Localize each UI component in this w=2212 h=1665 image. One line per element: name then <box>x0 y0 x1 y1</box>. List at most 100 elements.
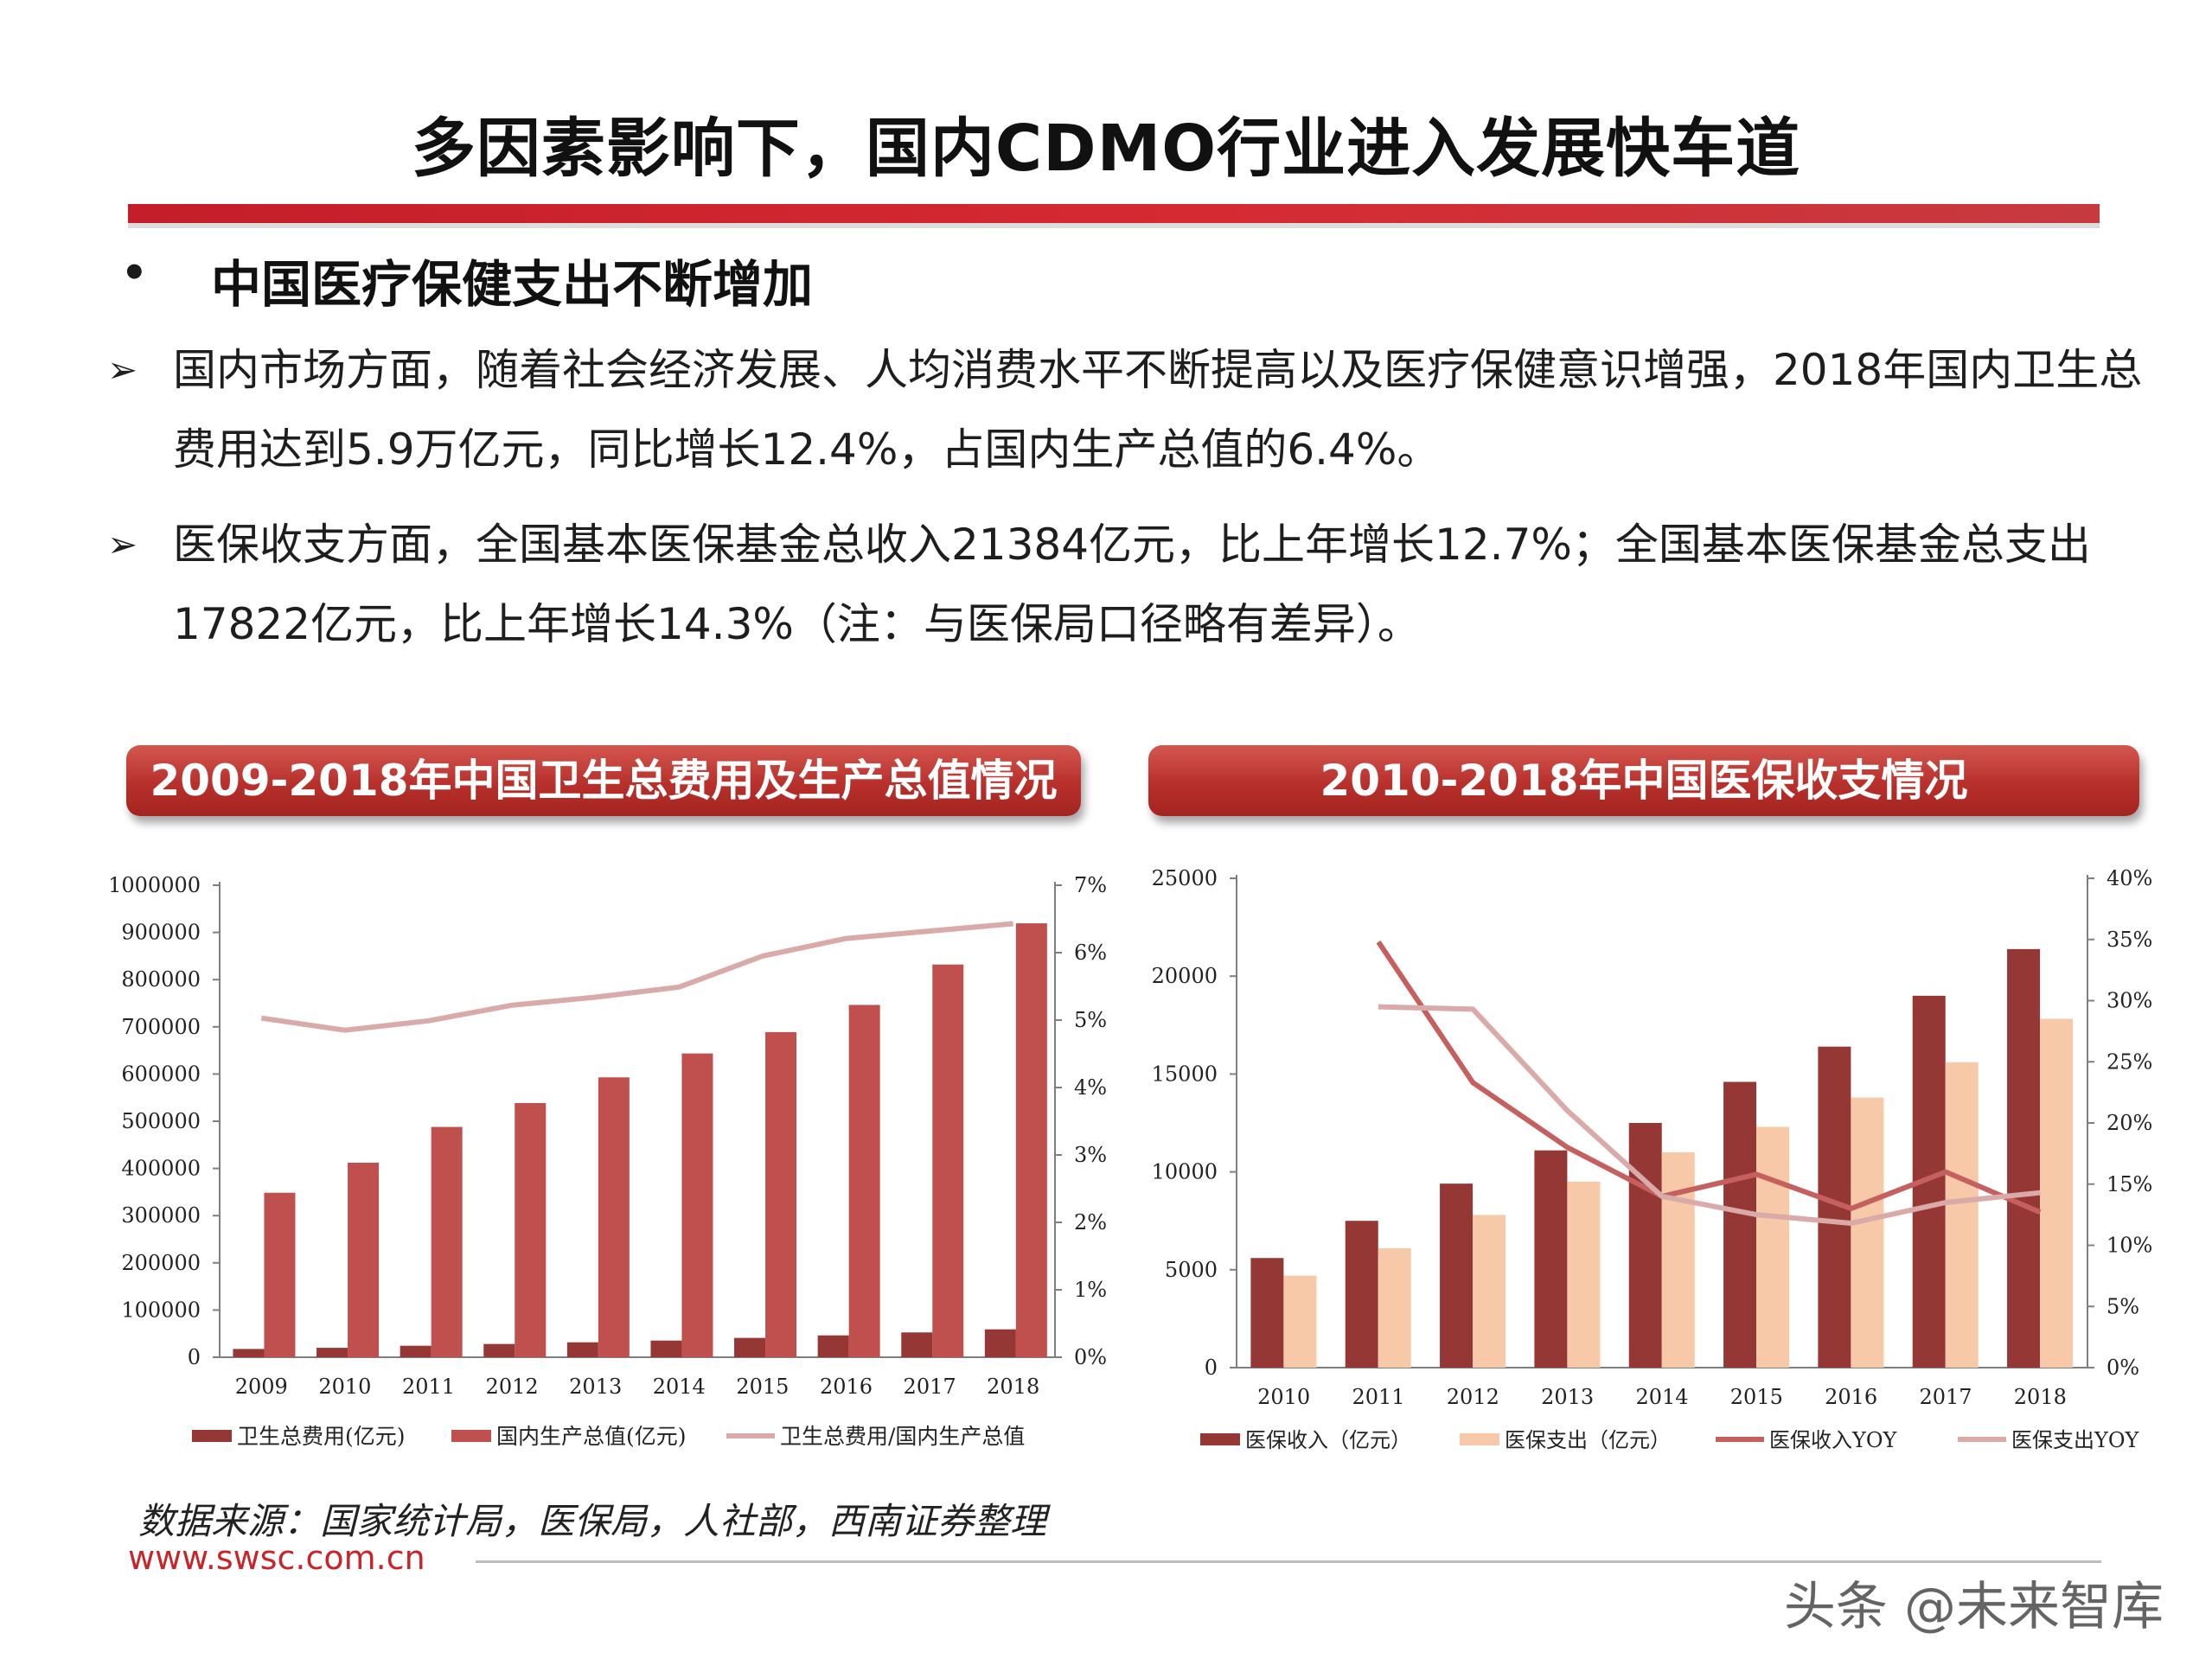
data-source-note: 数据来源：国家统计局，医保局，人社部，西南证券整理 <box>138 1500 1047 1542</box>
y2-tick-label: 5% <box>2107 1294 2139 1318</box>
bar <box>233 1349 265 1357</box>
y2-tick-label: 0% <box>1074 1345 1107 1369</box>
x-tick-label: 2010 <box>1257 1385 1310 1409</box>
bar <box>431 1126 463 1357</box>
paragraph-domestic-market: ➢ 国内市场方面，随着社会经济发展、人均消费水平不断提高以及医疗保健意识增强，2… <box>107 330 2142 494</box>
legend-label: 卫生总费用(亿元) <box>237 1424 406 1449</box>
x-tick-label: 2014 <box>1635 1385 1688 1409</box>
bar <box>1015 923 1047 1357</box>
x-tick-label: 2017 <box>1919 1385 1972 1409</box>
x-tick-label: 2017 <box>904 1375 956 1399</box>
y2-tick-label: 25% <box>2107 1049 2152 1074</box>
legend-label: 医保收入YOY <box>1769 1428 1898 1452</box>
paragraph-text: 国内市场方面，随着社会经济发展、人均消费水平不断提高以及医疗保健意识增强，201… <box>173 345 2143 475</box>
y-tick-label: 700000 <box>121 1015 201 1039</box>
y2-tick-label: 7% <box>1074 873 1107 897</box>
series-line <box>260 921 1013 1033</box>
bar <box>984 1329 1016 1357</box>
bar <box>1378 1247 1411 1368</box>
bar <box>1661 1151 1695 1368</box>
bar <box>598 1077 630 1357</box>
bar <box>650 1340 682 1357</box>
y-tick-label: 0 <box>188 1345 201 1369</box>
bar <box>1283 1275 1317 1368</box>
bar <box>1851 1097 1884 1368</box>
bar <box>1567 1181 1601 1368</box>
bar <box>400 1345 432 1357</box>
y-tick-label: 500000 <box>121 1109 201 1133</box>
series-line <box>1378 1004 2041 1226</box>
y-tick-label: 15000 <box>1152 1062 1218 1086</box>
y2-tick-label: 6% <box>1074 941 1107 965</box>
y-tick-label: 100000 <box>121 1298 201 1322</box>
x-tick-label: 2013 <box>569 1375 622 1399</box>
x-tick-label: 2014 <box>653 1375 706 1399</box>
x-tick-label: 2018 <box>2014 1385 2067 1409</box>
y2-tick-label: 30% <box>2107 989 2152 1013</box>
arrow-bullet-icon: ➢ <box>107 523 138 565</box>
y-tick-label: 5000 <box>1165 1258 1218 1282</box>
y2-tick-label: 10% <box>2107 1234 2152 1258</box>
series-line <box>1376 940 2042 1215</box>
bar <box>1756 1126 1790 1368</box>
x-tick-label: 2018 <box>987 1375 1039 1399</box>
y2-tick-label: 0% <box>2107 1356 2139 1380</box>
legend-swatch <box>192 1430 232 1442</box>
bar <box>348 1162 380 1357</box>
x-tick-label: 2013 <box>1541 1385 1594 1409</box>
y-tick-label: 300000 <box>121 1203 201 1228</box>
bar <box>1250 1258 1284 1368</box>
y-tick-label: 600000 <box>121 1062 201 1086</box>
website-link[interactable]: www.swsc.com.cn <box>128 1539 425 1577</box>
bar <box>1345 1221 1378 1368</box>
x-tick-label: 2010 <box>318 1375 371 1399</box>
x-tick-label: 2016 <box>820 1375 873 1399</box>
chart-title-health-expenditure: 2009-2018年中国卫生总费用及生产总值情况 <box>126 745 1081 816</box>
y-tick-label: 20000 <box>1152 964 1218 988</box>
section-subheading: 中国医疗保健支出不断增加 <box>211 255 814 314</box>
arrow-bullet-icon: ➢ <box>107 348 138 391</box>
legend-swatch <box>451 1430 491 1442</box>
y2-tick-label: 5% <box>1074 1008 1107 1032</box>
y2-tick-label: 2% <box>1074 1210 1107 1234</box>
bar <box>1723 1081 1757 1368</box>
y2-tick-label: 35% <box>2107 928 2152 952</box>
page-title: 多因素影响下，国内CDMO行业进入发展快车道 <box>411 112 1801 186</box>
y2-tick-label: 3% <box>1074 1143 1107 1167</box>
y-tick-label: 0 <box>1205 1356 1218 1380</box>
x-tick-label: 2009 <box>235 1375 288 1399</box>
y2-tick-label: 1% <box>1074 1278 1107 1302</box>
bar <box>765 1031 797 1357</box>
y2-tick-label: 4% <box>1074 1075 1107 1100</box>
y-tick-label: 25000 <box>1152 866 1218 890</box>
chart-title-insurance: 2010-2018年中国医保收支情况 <box>1148 745 2139 816</box>
x-tick-label: 2015 <box>1730 1385 1783 1409</box>
watermark: 头条 @未来智库 <box>1783 1577 2164 1637</box>
legend-label: 卫生总费用/国内生产总值 <box>780 1424 1025 1449</box>
bar <box>1473 1215 1506 1368</box>
bar <box>932 964 964 1357</box>
bar <box>1628 1123 1662 1368</box>
bar <box>1440 1183 1474 1368</box>
bar <box>901 1332 933 1357</box>
y-tick-label: 1000000 <box>108 873 201 897</box>
bullet-icon: • <box>121 249 148 297</box>
footer-divider <box>476 1560 2101 1563</box>
x-tick-label: 2015 <box>736 1375 789 1399</box>
bar <box>734 1337 766 1357</box>
bar <box>316 1348 348 1357</box>
legend-label: 医保收入（亿元） <box>1245 1428 1411 1452</box>
y2-tick-label: 40% <box>2107 866 2152 890</box>
bar <box>264 1192 296 1357</box>
bar <box>1534 1150 1568 1368</box>
bar <box>515 1102 547 1357</box>
legend-label: 国内生产总值(亿元) <box>496 1424 687 1449</box>
x-tick-label: 2011 <box>402 1375 455 1399</box>
y2-tick-label: 20% <box>2107 1111 2152 1135</box>
bar <box>2007 948 2041 1368</box>
bar <box>848 1005 880 1357</box>
paragraph-insurance: ➢ 医保收支方面，全国基本医保基金总收入21384亿元，比上年增长12.7%；全… <box>107 505 2096 669</box>
y-tick-label: 200000 <box>121 1251 201 1275</box>
x-tick-label: 2016 <box>1825 1385 1877 1409</box>
title-underline-bar <box>128 204 2100 228</box>
